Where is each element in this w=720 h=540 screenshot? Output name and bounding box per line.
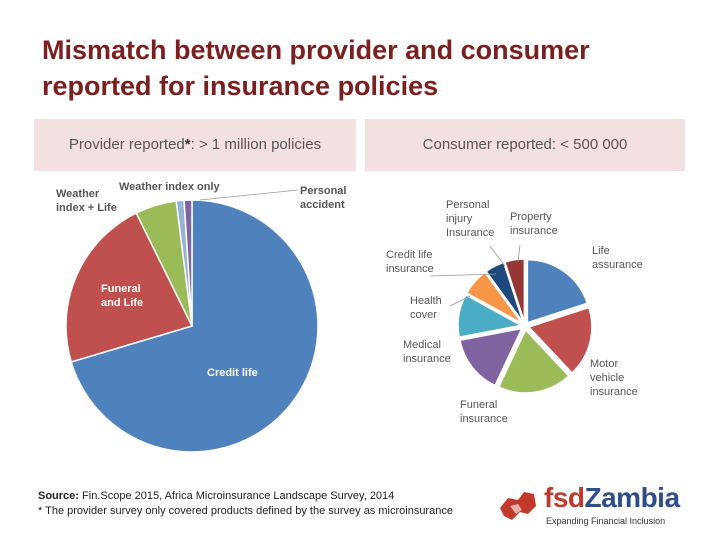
- provider-header-star: *: [184, 136, 191, 153]
- consumer-slice-credit-life-insurance: [465, 271, 523, 325]
- fsd-zambia-logo: fsdZambia Expanding Financial Inclusion: [496, 482, 696, 530]
- consumer-header: Consumer reported: < 500 000: [365, 119, 685, 171]
- consumer-leader-line: [449, 295, 471, 307]
- provider-label-personal-accident: Personal accident: [300, 185, 346, 211]
- provider-slice-funeral-and-life: [65, 212, 194, 363]
- consumer-slice-life-assurance: [526, 259, 589, 324]
- consumer-leader-line: [429, 273, 497, 277]
- provider-slice-credit-life: [70, 199, 319, 453]
- source-note: Source: Fin.Scope 2015, Africa Microinsu…: [38, 489, 458, 519]
- consumer-label-life-assurance: Life assurance: [592, 245, 643, 271]
- consumer-label-property-insurance: Property insurance: [510, 211, 558, 237]
- consumer-slice-personal-injury-insurance: [485, 261, 524, 323]
- consumer-slice-funeral-insurance: [497, 328, 570, 394]
- source-text: Fin.Scope 2015, Africa Microinsurance La…: [82, 490, 395, 502]
- consumer-label-health-cover: Health cover: [410, 295, 442, 321]
- consumer-slice-medical-insurance: [459, 327, 524, 387]
- consumer-label-funeral-insurance: Funeral insurance: [460, 399, 508, 425]
- footnote: * The provider survey only covered produ…: [38, 505, 453, 517]
- logo-fsd: fsd: [544, 482, 585, 513]
- consumer-leader-line: [517, 244, 521, 263]
- consumer-label-medical-insurance: Medical insurance: [403, 339, 451, 365]
- consumer-label-credit-life-insurance: Credit life insurance: [386, 249, 434, 275]
- consumer-header-rest: : < 500 000: [551, 136, 628, 153]
- provider-leader-line: [199, 189, 299, 201]
- consumer-header-prefix: Consumer reported: [422, 136, 552, 153]
- provider-header: Provider reported*: > 1 million policies: [34, 119, 356, 171]
- consumer-slice-property-insurance: [503, 258, 526, 323]
- source-label: Source:: [38, 490, 79, 502]
- logo-tagline: Expanding Financial Inclusion: [546, 516, 666, 526]
- provider-label-weather-index-only: Weather index only: [119, 181, 221, 193]
- logo-zambia: Zambia: [584, 482, 681, 513]
- consumer-leader-line: [489, 245, 506, 267]
- page-title: Mismatch between provider and consumer r…: [42, 35, 590, 101]
- provider-header-rest: : > 1 million policies: [190, 136, 322, 153]
- provider-label-weather-index-life: Weather index + Life: [56, 188, 117, 214]
- map-icon: [500, 492, 536, 520]
- consumer-slice-health-cover: [457, 294, 524, 339]
- consumer-label-personal-injury-insurance: Personal injury Insurance: [446, 199, 494, 239]
- provider-slice-personal-accident: [183, 199, 193, 327]
- consumer-slice-motor-vehicle-insurance: [527, 306, 593, 374]
- provider-label-funeral-and-life: Funeral and Life: [101, 283, 143, 309]
- consumer-label-motor-vehicle-insurance: Motor vehicle insurance: [590, 358, 638, 398]
- provider-header-prefix: Provider reported: [68, 136, 185, 153]
- provider-label-credit-life: Credit life: [207, 367, 258, 379]
